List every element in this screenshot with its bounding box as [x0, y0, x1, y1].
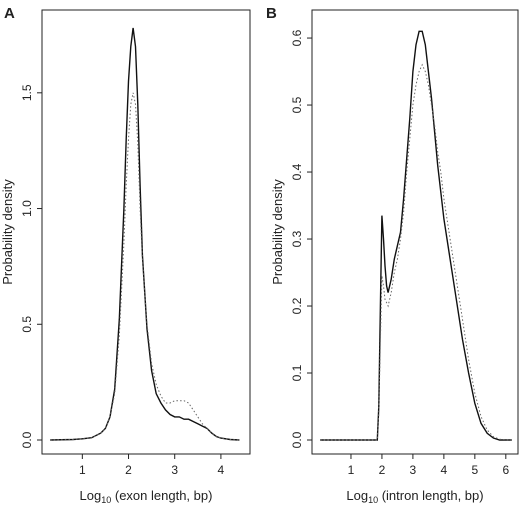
- y-tick-label: 0.4: [290, 163, 304, 180]
- x-tick-label: 5: [471, 463, 478, 477]
- y-tick-label: 0.0: [290, 431, 304, 448]
- x-axis-title-subscript: 10: [368, 495, 378, 505]
- x-tick-label: 3: [410, 463, 417, 477]
- x-tick-label: 2: [125, 463, 132, 477]
- x-axis-title-subscript: 10: [101, 495, 111, 505]
- y-tick-label: 1.5: [20, 84, 34, 101]
- y-tick-label: 0.1: [290, 364, 304, 381]
- y-tick-label: 0.2: [290, 297, 304, 314]
- panel-label-b: B: [266, 5, 277, 22]
- panel-b: B 0.0 0.1 0.2 0.3 0.4 0.5 0.6 1 2 3 4 5 6 Probability …: [266, 5, 519, 505]
- y-tick-label: 0.6: [290, 29, 304, 46]
- y-tick-label: 0.5: [290, 96, 304, 113]
- x-axis-title-b: Log10 (intron length, bp): [346, 488, 483, 505]
- panel-label-a: A: [4, 5, 15, 22]
- x-tick-label: 4: [218, 463, 225, 477]
- x-tick-label: 2: [379, 463, 386, 477]
- y-tick-label: 1.0: [20, 200, 34, 217]
- y-tick-label: 0.0: [20, 431, 34, 448]
- density-curve-b-dotted: [320, 63, 513, 441]
- x-tick-label: 3: [171, 463, 178, 477]
- x-axis-title-text: (intron length, bp): [378, 488, 484, 503]
- density-curve-a-solid: [49, 27, 240, 441]
- x-axis-title-log: Log: [346, 488, 368, 503]
- plot-frame-a: [41, 9, 251, 455]
- panel-a: A 0.0 0.5 1.0 1.5 1 2 3 4 Probability density Log1…: [0, 5, 251, 505]
- y-tick-label: 0.3: [290, 230, 304, 247]
- x-axis-title-a: Log10 (exon length, bp): [80, 488, 213, 505]
- plot-frame-b: [311, 9, 519, 455]
- y-axis-title-b: Probability density: [270, 179, 285, 285]
- x-tick-label: 4: [441, 463, 448, 477]
- y-tick-label: 0.5: [20, 316, 34, 333]
- density-curve-b-solid: [320, 30, 512, 441]
- y-axis-title-a: Probability density: [0, 179, 15, 285]
- density-curve-a-dotted: [49, 92, 240, 441]
- x-tick-label: 6: [502, 463, 509, 477]
- x-axis-title-text: (exon length, bp): [111, 488, 212, 503]
- x-tick-label: 1: [348, 463, 355, 477]
- x-axis-title-log: Log: [80, 488, 102, 503]
- x-tick-label: 1: [79, 463, 86, 477]
